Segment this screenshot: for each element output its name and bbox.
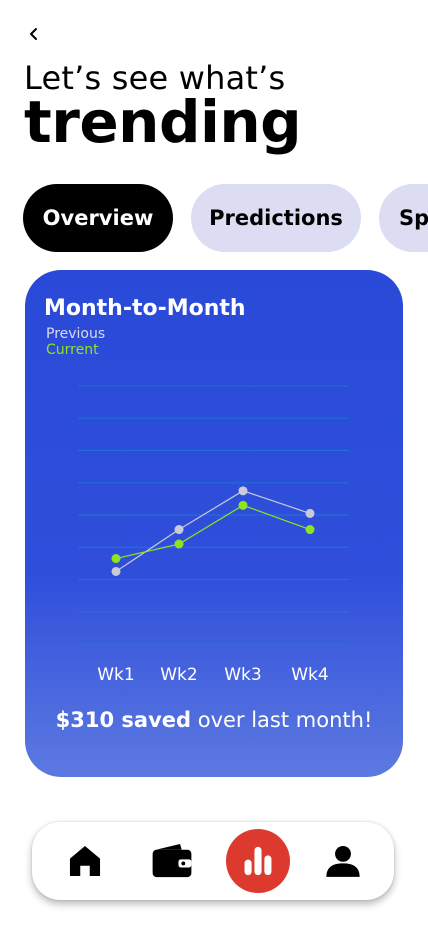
- x-tick-label: Wk4: [291, 665, 328, 685]
- nav-wallet[interactable]: [142, 831, 202, 891]
- card-title: Month-to-Month: [44, 296, 246, 321]
- tab-overview[interactable]: Overview: [23, 184, 173, 252]
- data-point-previous-wk2: [174, 525, 184, 535]
- data-point-current-wk3: [238, 500, 248, 510]
- user-icon: [326, 845, 360, 877]
- chart-grid: [78, 385, 349, 645]
- home-icon: [69, 845, 101, 877]
- tab-predictions[interactable]: Predictions: [191, 184, 361, 252]
- data-point-current-wk1: [111, 554, 121, 564]
- chart-points: [111, 486, 315, 576]
- chart-lines: [115, 490, 311, 572]
- data-point-previous-wk1: [111, 566, 121, 576]
- tab-spending[interactable]: Spending: [379, 184, 428, 252]
- savings-amount: $310 saved: [55, 708, 192, 732]
- x-tick-label: Wk2: [160, 665, 197, 685]
- legend-previous: Previous: [46, 326, 106, 342]
- chart-x-labels: Wk1 Wk2 Wk3 Wk4: [97, 665, 328, 685]
- chevron-left-icon: [30, 28, 37, 40]
- data-point-current-wk2: [174, 539, 184, 549]
- tab-bar: Overview Predictions Spending: [23, 184, 428, 252]
- savings-suffix: over last month!: [191, 708, 373, 732]
- data-point-current-wk4: [305, 525, 315, 535]
- bottom-nav: [32, 822, 394, 900]
- wallet-icon: [152, 844, 192, 878]
- savings-summary: $310 saved over last month!: [25, 708, 403, 732]
- page-subtitle: Let’s see what’s: [24, 59, 286, 97]
- nav-profile[interactable]: [313, 831, 373, 891]
- legend-current: Current: [46, 342, 99, 358]
- nav-home[interactable]: [55, 831, 115, 891]
- x-tick-label: Wk3: [224, 665, 261, 685]
- month-to-month-card: Month-to-Month Previous Current Wk1 Wk2 Wk…: [25, 270, 403, 777]
- nav-trends[interactable]: [226, 829, 290, 893]
- series-line-previous: [115, 490, 311, 572]
- line-chart: Wk1 Wk2 Wk3 Wk4: [78, 385, 349, 685]
- chart-legend: Previous Current: [46, 326, 105, 358]
- x-tick-label: Wk1: [97, 665, 134, 685]
- back-button[interactable]: [22, 22, 46, 46]
- page-header: Let’s see what’s trending: [24, 58, 302, 156]
- chart-bar-icon: [244, 846, 272, 876]
- data-point-previous-wk3: [238, 486, 248, 496]
- page-title: trending: [24, 88, 302, 156]
- data-point-previous-wk4: [305, 508, 315, 518]
- series-line-current: [115, 504, 311, 560]
